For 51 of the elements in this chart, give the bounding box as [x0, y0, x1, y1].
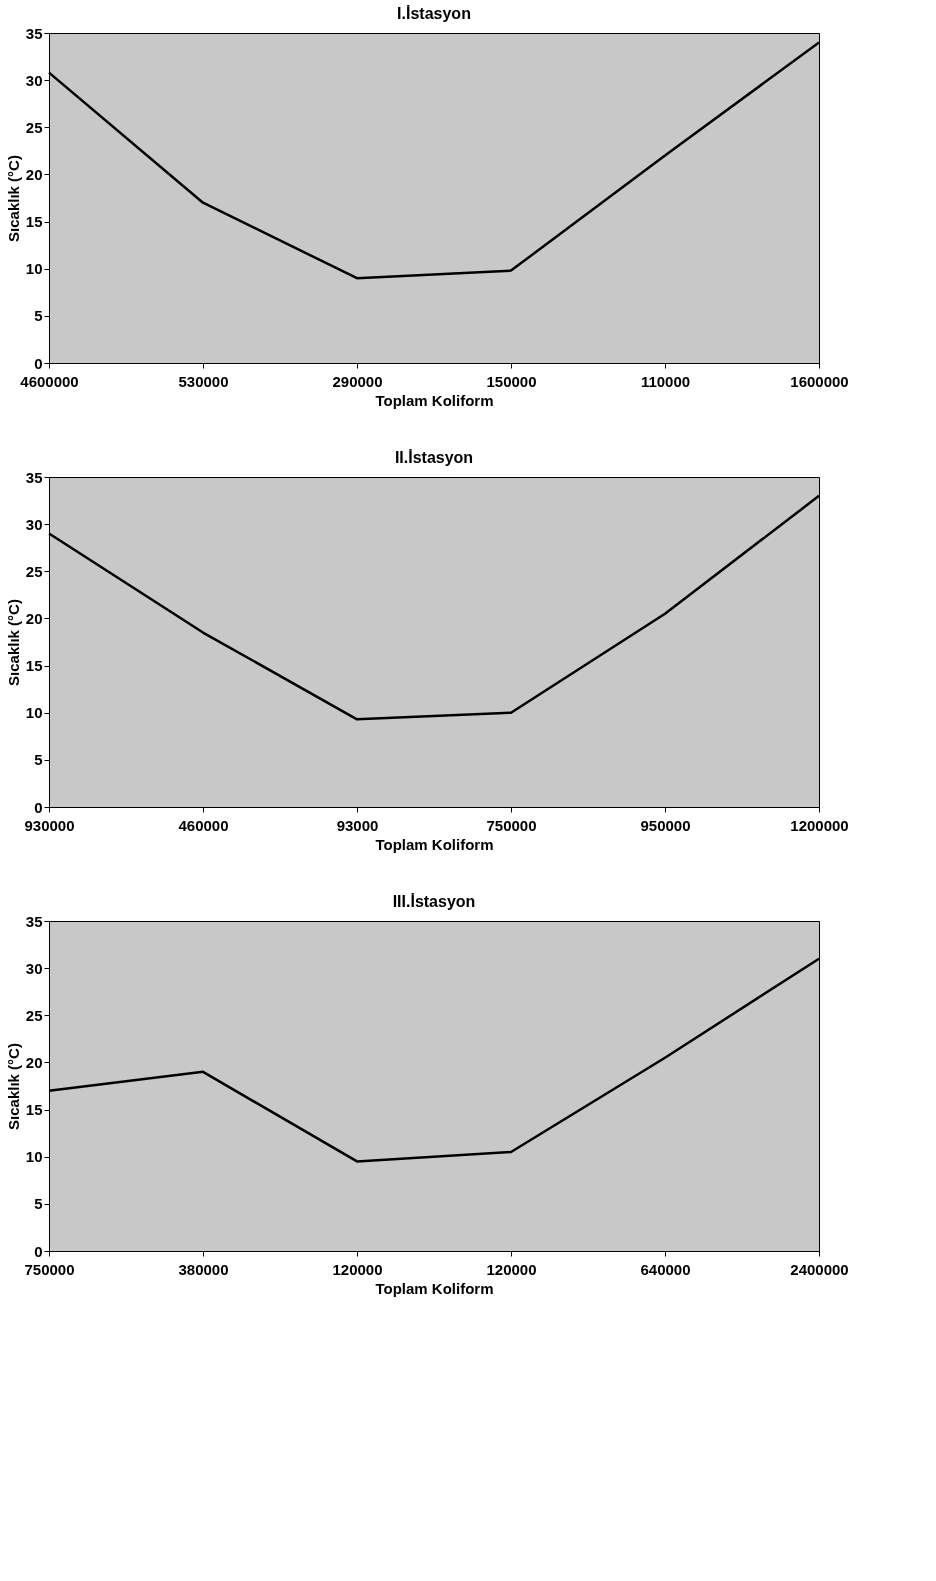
y-tick-label: 15	[25, 657, 43, 675]
x-tick-label: 2400000	[790, 1260, 849, 1278]
y-axis-title: Sıcaklık (°C)	[4, 1043, 22, 1130]
y-tick-label: 0	[34, 798, 43, 816]
y-tick-label: 25	[25, 118, 43, 136]
chart-title: III.İstasyon	[392, 893, 476, 910]
y-tick-label: 15	[25, 213, 43, 231]
x-tick-label: 4600000	[20, 372, 79, 390]
x-tick-label: 930000	[24, 816, 75, 834]
x-tick-label: 93000	[336, 816, 379, 834]
y-tick-label: 15	[25, 1101, 43, 1119]
y-tick-label: 0	[34, 1242, 43, 1260]
chart-title: II.İstasyon	[394, 449, 474, 466]
y-tick-label: 10	[25, 704, 43, 722]
y-tick-label: 30	[25, 71, 43, 89]
x-tick-label: 1200000	[790, 816, 849, 834]
y-tick-label: 5	[34, 1195, 43, 1213]
chart-title: I.İstasyon	[397, 5, 471, 22]
x-axis-title: Toplam Koliform	[375, 391, 494, 409]
y-tick-label: 25	[25, 562, 43, 580]
y-tick-label: 35	[25, 468, 43, 486]
y-tick-label: 35	[25, 912, 43, 930]
x-tick-label: 750000	[24, 1260, 75, 1278]
y-tick-label: 10	[25, 260, 43, 278]
x-tick-label: 460000	[178, 816, 229, 834]
x-tick-label: 150000	[486, 372, 537, 390]
y-axis-title: Sıcaklık (°C)	[4, 155, 22, 242]
y-tick-label: 5	[34, 307, 43, 325]
y-axis-title: Sıcaklık (°C)	[4, 599, 22, 686]
x-tick-label: 120000	[486, 1260, 537, 1278]
x-tick-label: 110000	[640, 372, 691, 390]
y-tick-label: 20	[25, 1053, 43, 1071]
y-tick-label: 25	[25, 1006, 43, 1024]
x-tick-label: 750000	[486, 816, 537, 834]
y-tick-label: 0	[34, 354, 43, 372]
x-tick-label: 640000	[640, 1260, 691, 1278]
y-tick-label: 30	[25, 515, 43, 533]
x-tick-label: 290000	[332, 372, 383, 390]
x-tick-label: 380000	[178, 1260, 229, 1278]
y-tick-label: 5	[34, 751, 43, 769]
x-tick-label: 950000	[640, 816, 691, 834]
y-tick-label: 35	[25, 24, 43, 42]
y-tick-label: 30	[25, 959, 43, 977]
x-axis-title: Toplam Koliform	[375, 1279, 494, 1297]
x-tick-label: 1600000	[790, 372, 849, 390]
x-tick-label: 120000	[332, 1260, 383, 1278]
x-axis-title: Toplam Koliform	[375, 835, 494, 853]
y-tick-label: 10	[25, 1148, 43, 1166]
x-tick-label: 530000	[178, 372, 229, 390]
y-tick-label: 20	[25, 609, 43, 627]
y-tick-label: 20	[25, 165, 43, 183]
